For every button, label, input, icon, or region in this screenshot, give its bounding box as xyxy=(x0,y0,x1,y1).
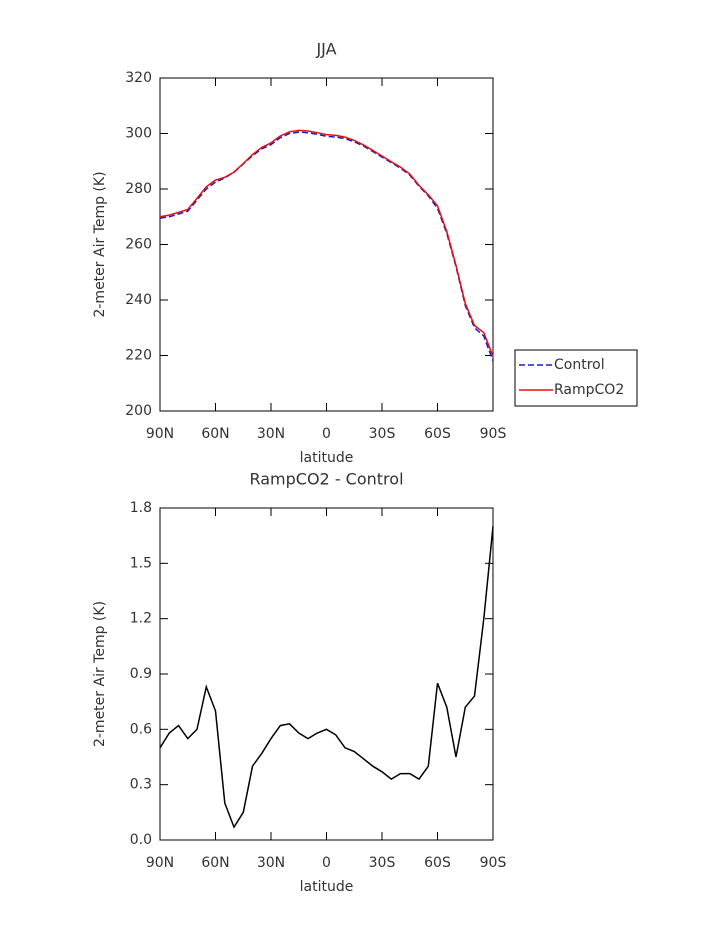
x-tick-label: 30N xyxy=(257,855,285,871)
x-tick-label: 30S xyxy=(369,426,396,442)
x-tick-label: 90S xyxy=(480,426,507,442)
x-axis-label: latitude xyxy=(300,450,354,466)
x-tick-label: 90S xyxy=(480,855,507,871)
y-tick-label: 1.5 xyxy=(130,555,152,571)
y-axis-label: 2-meter Air Temp (K) xyxy=(92,601,108,747)
y-tick-label: 0.0 xyxy=(130,832,152,848)
chart-title: JJA xyxy=(315,40,336,59)
chart-title: RampCO2 - Control xyxy=(249,470,403,489)
x-tick-label: 90N xyxy=(146,855,174,871)
x-tick-label: 30N xyxy=(257,426,285,442)
y-tick-label: 200 xyxy=(125,403,152,419)
y-tick-label: 1.8 xyxy=(130,500,152,516)
x-tick-label: 60N xyxy=(201,426,229,442)
x-tick-label: 0 xyxy=(322,426,331,442)
y-tick-label: 1.2 xyxy=(130,611,152,627)
y-tick-label: 260 xyxy=(125,237,152,253)
y-axis-label: 2-meter Air Temp (K) xyxy=(92,171,108,317)
x-axis-label: latitude xyxy=(300,879,354,895)
x-tick-label: 60S xyxy=(424,855,451,871)
legend-label: Control xyxy=(554,357,605,373)
data-line xyxy=(159,129,494,357)
data-line xyxy=(159,526,494,829)
y-tick-label: 220 xyxy=(125,348,152,364)
legend-label: RampCO2 xyxy=(554,382,624,398)
x-tick-label: 60S xyxy=(424,426,451,442)
y-tick-label: 0.3 xyxy=(130,777,152,793)
x-tick-label: 0 xyxy=(322,855,331,871)
y-tick-label: 0.6 xyxy=(130,721,152,737)
y-tick-label: 240 xyxy=(125,292,152,308)
y-tick-label: 0.9 xyxy=(130,666,152,682)
y-tick-label: 280 xyxy=(125,181,152,197)
y-tick-label: 300 xyxy=(125,126,152,142)
plot-frame xyxy=(159,507,494,841)
x-tick-label: 60N xyxy=(201,855,229,871)
y-tick-label: 320 xyxy=(125,70,152,86)
legend-box xyxy=(514,349,638,407)
x-tick-label: 90N xyxy=(146,426,174,442)
data-line xyxy=(159,131,494,362)
plot-frame xyxy=(159,77,494,412)
x-tick-label: 30S xyxy=(369,855,396,871)
